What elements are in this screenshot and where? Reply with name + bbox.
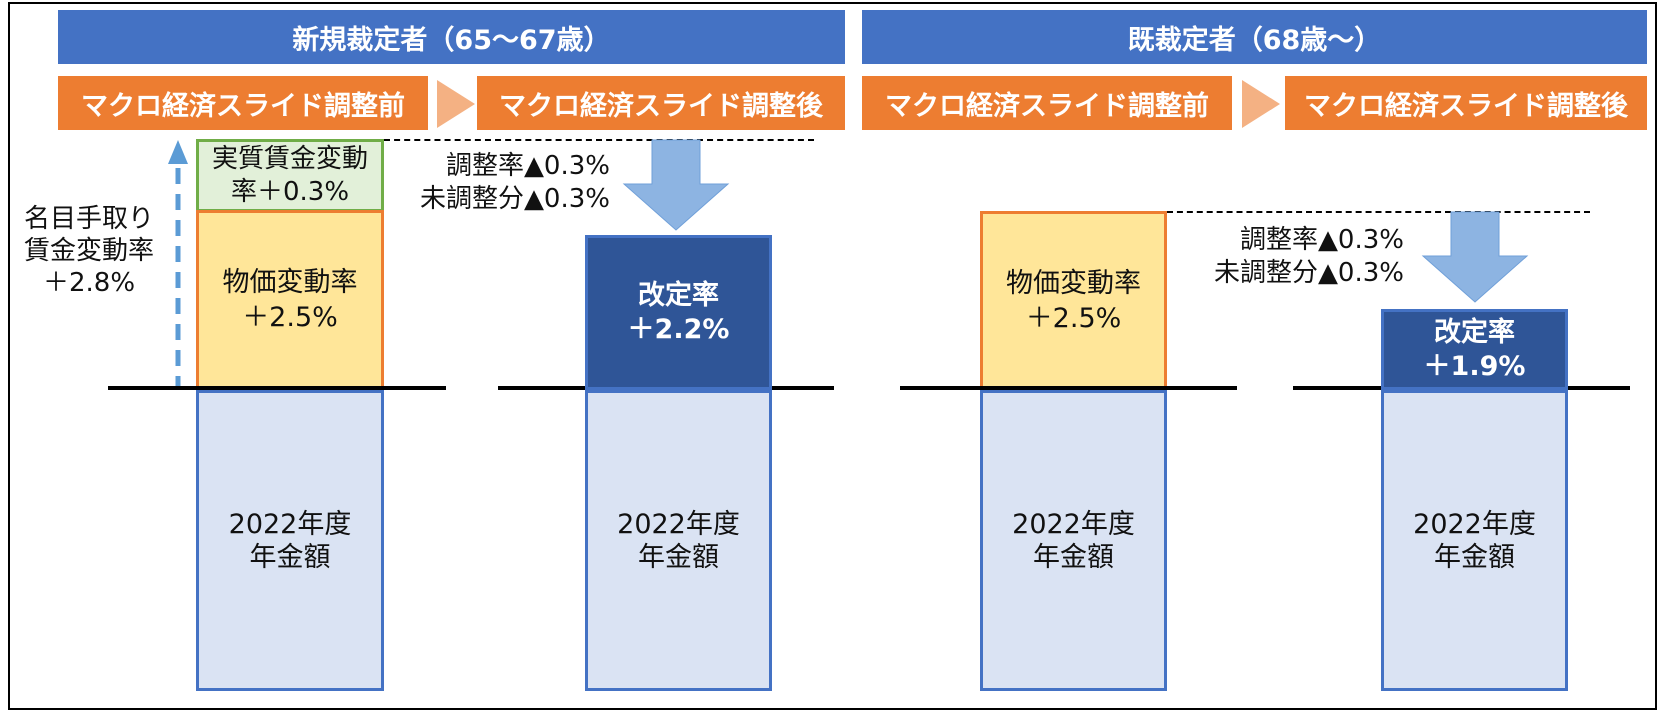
revision-rate-label: 改定率: [638, 279, 719, 311]
nominal-wage-line3: ＋2.8%: [42, 268, 136, 298]
phase-after-label: マクロ経済スライド調整後: [1285, 76, 1647, 130]
adjustment-note: 調整率▲0.3% 未調整分▲0.3%: [1160, 224, 1404, 290]
base-amount-label: 年金額: [1434, 541, 1515, 573]
baseline: [108, 386, 446, 390]
base-pension-box-after: 2022年度 年金額: [1381, 390, 1568, 691]
price-change-line1: 物価変動率: [222, 267, 358, 298]
real-wage-line2: 率＋0.3%: [230, 176, 350, 207]
group-header-existing-recipients: 既裁定者（68歳〜）: [862, 10, 1647, 64]
chevron-right-icon: [437, 80, 475, 128]
dashed-up-arrow-icon: [168, 140, 188, 388]
price-change-line1: 物価変動率: [1006, 267, 1141, 299]
reference-dashed-line: [1167, 211, 1590, 213]
reference-dashed-line: [384, 139, 814, 141]
price-change-line2: ＋2.5%: [242, 302, 338, 333]
adjustment-rate: 調整率▲0.3%: [445, 151, 610, 181]
base-amount-label: 年金額: [249, 541, 331, 573]
real-wage-line1: 実質賃金変動: [211, 143, 368, 174]
base-year-label: 2022年度: [1413, 508, 1536, 540]
unadjusted-amount: 未調整分▲0.3%: [1213, 258, 1404, 288]
group-header-new-recipients: 新規裁定者（65〜67歳）: [58, 10, 845, 64]
adjustment-note: 調整率▲0.3% 未調整分▲0.3%: [370, 150, 610, 216]
base-amount-label: 年金額: [638, 541, 719, 573]
base-year-label: 2022年度: [617, 508, 740, 540]
group-title: 既裁定者（68歳〜）: [1127, 24, 1382, 56]
phase-before-label: マクロ経済スライド調整前: [58, 76, 428, 130]
revision-rate-label: 改定率: [1434, 316, 1515, 348]
nominal-wage-line2: 賃金変動率: [23, 236, 154, 266]
adjustment-rate: 調整率▲0.3%: [1239, 225, 1404, 255]
base-year-label: 2022年度: [228, 508, 352, 540]
base-year-label: 2022年度: [1012, 508, 1135, 540]
group-title: 新規裁定者（65〜67歳）: [292, 24, 611, 56]
real-wage-box: 実質賃金変動 率＋0.3%: [196, 139, 384, 212]
down-arrow-icon: [1421, 211, 1529, 303]
base-pension-box-after: 2022年度 年金額: [585, 390, 772, 691]
phase-after-label: マクロ経済スライド調整後: [477, 76, 845, 130]
phase-before-text: マクロ経済スライド調整前: [81, 90, 405, 122]
revision-rate-value: ＋2.2%: [627, 313, 730, 345]
base-pension-box-before: 2022年度 年金額: [980, 390, 1167, 691]
nominal-wage-line1: 名目手取り: [23, 204, 154, 234]
revision-rate-value: ＋1.9%: [1423, 350, 1526, 382]
nominal-wage-note: 名目手取り 賃金変動率 ＋2.8%: [14, 203, 164, 299]
chevron-right-icon: [1242, 80, 1280, 128]
phase-before-label: マクロ経済スライド調整前: [862, 76, 1232, 130]
diagram-frame: [8, 2, 1657, 710]
revision-rate-box: 改定率 ＋1.9%: [1381, 309, 1568, 390]
base-pension-box-before: 2022年度 年金額: [196, 390, 384, 691]
phase-after-text: マクロ経済スライド調整後: [1304, 90, 1628, 122]
revision-rate-box: 改定率 ＋2.2%: [585, 235, 772, 390]
price-change-box: 物価変動率 ＋2.5%: [980, 211, 1167, 390]
base-amount-label: 年金額: [1033, 541, 1114, 573]
phase-before-text: マクロ経済スライド調整前: [885, 90, 1209, 122]
down-arrow-icon: [622, 139, 730, 231]
unadjusted-amount: 未調整分▲0.3%: [419, 184, 610, 214]
price-change-box: 物価変動率 ＋2.5%: [196, 210, 384, 390]
phase-after-text: マクロ経済スライド調整後: [499, 90, 823, 122]
price-change-line2: ＋2.5%: [1025, 302, 1122, 334]
baseline: [900, 386, 1237, 390]
